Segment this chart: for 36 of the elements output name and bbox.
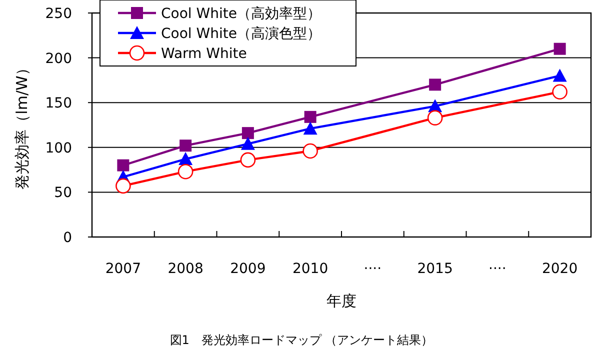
point [116,178,131,194]
legend-label: Cool White（高演色型） [161,26,321,42]
point [427,110,443,126]
y-tick-label: 250 [45,6,72,22]
y-tick-label: 150 [45,96,72,112]
point [304,110,316,123]
caption: 図1 発光効率ロードマップ （アンケート結果） [170,333,434,347]
x-tick-label: 2009 [230,261,266,277]
point [117,159,130,172]
point [552,68,567,82]
x-tick-label: 2010 [292,261,328,277]
point [178,152,193,166]
y-tick-label: 0 [63,230,72,246]
point [429,78,442,91]
point [180,140,192,152]
legend-label: Cool White（高効率型） [161,6,321,22]
x-tick-label: 2008 [168,261,204,277]
x-axis-title: 年度 [326,292,356,310]
point [240,152,256,168]
legend-label: Warm White [161,46,247,62]
x-tick-label: 2015 [417,261,453,277]
y-axis-title: 発光効率（lm/W） [13,60,31,190]
point [552,84,568,100]
x-tick-label: ···· [488,261,506,277]
point [240,136,255,150]
point [554,42,566,55]
point [302,143,318,159]
x-tick-label: 2007 [105,261,142,277]
y-tick-label: 100 [45,140,72,156]
x-tick-label: ···· [364,261,382,277]
y-tick-label: 200 [45,50,72,67]
y-tick-label: 50 [54,185,72,202]
point [178,164,194,180]
x-tick-label: 2020 [542,261,578,277]
point [303,122,318,135]
point [242,127,254,140]
